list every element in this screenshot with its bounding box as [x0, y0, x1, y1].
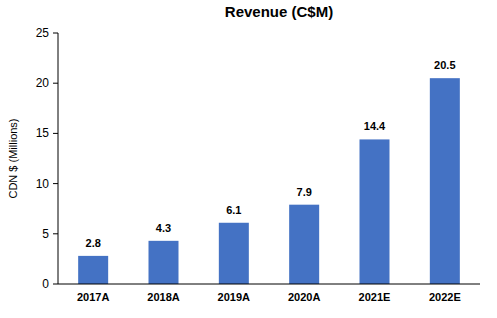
x-tick-label: 2018A	[147, 291, 179, 303]
y-tick-label: 10	[36, 177, 50, 191]
bar	[219, 223, 249, 284]
y-tick-label: 20	[36, 76, 50, 90]
y-axis-label: CDN $ (Millions)	[7, 118, 19, 198]
y-axis-line	[58, 33, 59, 284]
y-tick	[53, 233, 58, 234]
x-tick-label: 2021E	[359, 291, 391, 303]
x-tick-label: 2020A	[288, 291, 320, 303]
x-axis-line	[58, 284, 480, 285]
y-tick-label: 25	[36, 26, 50, 40]
y-tick-label: 0	[42, 277, 49, 291]
chart-title: Revenue (C$M)	[225, 3, 333, 20]
data-label: 14.4	[364, 120, 386, 132]
y-tick	[53, 33, 58, 34]
x-tick-label: 2017A	[77, 291, 109, 303]
data-label: 7.9	[297, 186, 312, 198]
y-tick-label: 15	[36, 126, 50, 140]
y-tick	[53, 83, 58, 84]
data-label: 20.5	[434, 59, 455, 71]
x-tick-label: 2019A	[218, 291, 250, 303]
bar	[78, 256, 108, 284]
bars	[78, 78, 460, 284]
y-tick-label: 5	[42, 227, 49, 241]
data-label: 6.1	[226, 204, 241, 216]
chart-container: Revenue (C$M) CDN $ (Millions) 0 5 10 15 20 25 2…	[0, 0, 497, 318]
y-tick	[53, 183, 58, 184]
bar	[430, 78, 460, 284]
bar	[360, 139, 390, 284]
chart-svg: Revenue (C$M) CDN $ (Millions) 0 5 10 15 20 25 2…	[0, 0, 497, 318]
bar	[289, 205, 319, 284]
data-label: 2.8	[86, 237, 101, 249]
data-label: 4.3	[156, 222, 171, 234]
y-tick	[53, 284, 58, 285]
bar	[149, 241, 179, 284]
x-tick-label: 2022E	[429, 291, 461, 303]
y-tick	[53, 133, 58, 134]
